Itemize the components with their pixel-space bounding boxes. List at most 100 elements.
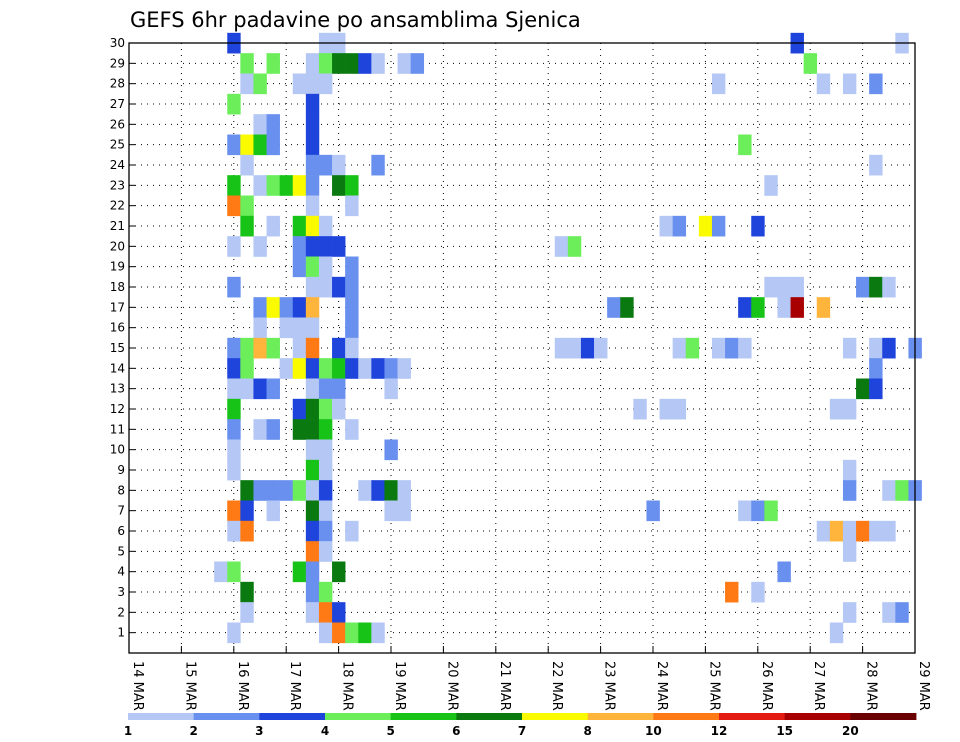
heatmap-cell — [777, 297, 791, 318]
heatmap-cell — [698, 215, 713, 237]
heatmap-cell — [371, 358, 385, 379]
heatmap-cell — [332, 602, 346, 623]
heatmap-cell — [240, 53, 254, 74]
heatmap-cell — [305, 134, 320, 156]
heatmap-cell — [332, 378, 346, 400]
heatmap-cell — [345, 419, 359, 440]
heatmap-cell — [567, 337, 582, 359]
y-tick-label: 30 — [110, 36, 125, 50]
heatmap-cell — [292, 317, 307, 339]
heatmap-cell — [332, 53, 346, 74]
heatmap-cell — [266, 500, 280, 522]
heatmap-cell — [227, 439, 241, 461]
heatmap-cell — [253, 480, 267, 501]
heatmap-cell — [345, 53, 359, 74]
heatmap-cell — [345, 195, 359, 217]
heatmap-cell — [305, 195, 320, 217]
heatmap-cell — [842, 73, 857, 95]
heatmap-cell — [829, 520, 844, 542]
heatmap-cell — [266, 114, 280, 135]
x-tick-label: 16 MAR — [235, 661, 250, 711]
y-tick-label: 16 — [110, 321, 125, 335]
heatmap-cell — [305, 215, 320, 237]
heatmap-cell — [305, 297, 320, 318]
heatmap-cell — [842, 520, 857, 542]
heatmap-cell — [554, 337, 569, 359]
heatmap-cell — [332, 276, 346, 298]
y-axis: 1234567891011121314151617181920212223242… — [110, 36, 135, 640]
heatmap-cell — [895, 480, 909, 501]
y-tick-label: 27 — [110, 97, 125, 111]
heatmap-cell — [332, 622, 346, 644]
heatmap-cell — [266, 480, 280, 501]
x-tick-label: 29 MAR — [916, 661, 931, 711]
heatmap-cell — [751, 297, 765, 318]
heatmap-cell — [332, 398, 346, 420]
heatmap-cell — [240, 73, 254, 95]
y-tick-label: 1 — [117, 626, 125, 640]
heatmap-cell — [214, 561, 228, 583]
heatmap-cell — [856, 276, 870, 298]
y-tick-label: 12 — [110, 402, 125, 416]
heatmap-cell — [659, 215, 673, 237]
heatmap-cell — [777, 561, 791, 583]
heatmap-cell — [345, 276, 359, 298]
heatmap-cell — [253, 419, 267, 440]
heatmap-cell — [279, 175, 294, 196]
heatmap-cell — [227, 276, 241, 298]
heatmap-cell — [279, 317, 294, 339]
heatmap-cell — [305, 276, 320, 298]
heatmap-cell — [842, 541, 857, 562]
heatmap-cell — [790, 297, 804, 318]
x-axis: 14 MAR 15 MAR 16 MAR 17 MAR 18 MAR 19 MAR 20 M… — [128, 646, 931, 711]
heatmap-cell — [384, 358, 398, 379]
heatmap-cell — [882, 276, 896, 298]
heatmap-cell — [266, 53, 280, 74]
heatmap-cell — [227, 358, 241, 379]
heatmap-cell — [305, 175, 320, 196]
colorbar-swatch — [259, 713, 326, 720]
heatmap-cell — [738, 337, 752, 359]
heatmap-cell — [266, 419, 280, 440]
heatmap-cell — [292, 256, 307, 278]
heatmap-cell — [672, 398, 687, 420]
heatmap-cell — [253, 236, 267, 257]
y-tick-label: 7 — [117, 504, 125, 518]
heatmap-cell — [410, 53, 425, 74]
y-tick-label: 18 — [110, 280, 125, 294]
x-tick-label: 21 MAR — [497, 661, 512, 711]
heatmap-cell — [751, 215, 765, 237]
heatmap-cell — [594, 337, 608, 359]
heatmap-cell — [882, 480, 896, 501]
heatmap-cell — [305, 317, 320, 339]
heatmap-cell — [253, 134, 267, 156]
y-tick-label: 28 — [110, 77, 125, 91]
heatmap-cell — [384, 439, 398, 461]
colorbar: 1 2 3 4 5 6 7 8 10 12 15 20 — [124, 713, 917, 738]
colorbar-swatch — [522, 713, 589, 720]
heatmap-cell — [725, 337, 739, 359]
heatmap-cell — [620, 297, 634, 318]
heatmap-cell — [266, 297, 280, 318]
heatmap-cell — [305, 398, 320, 420]
x-tick-label: 23 MAR — [602, 661, 617, 711]
heatmap-cell — [345, 358, 359, 379]
heatmap-cell — [227, 561, 241, 583]
heatmap-cell — [895, 602, 909, 623]
heatmap-cell — [869, 73, 883, 95]
heatmap-cell — [253, 175, 267, 196]
heatmap-cell — [305, 541, 320, 562]
heatmap-cell — [305, 480, 320, 501]
heatmap-cell — [227, 195, 241, 217]
heatmap-cell — [659, 398, 673, 420]
heatmap-cell — [305, 114, 320, 135]
heatmap-cell — [318, 622, 333, 644]
colorbar-label: 6 — [452, 724, 460, 738]
heatmap-cell — [305, 561, 320, 583]
heatmap-cell — [240, 215, 254, 237]
heatmap-cell — [266, 337, 280, 359]
heatmap-cell — [842, 602, 857, 623]
y-tick-label: 3 — [117, 585, 125, 599]
y-tick-label: 11 — [110, 422, 125, 436]
heatmap-cell — [292, 175, 307, 196]
